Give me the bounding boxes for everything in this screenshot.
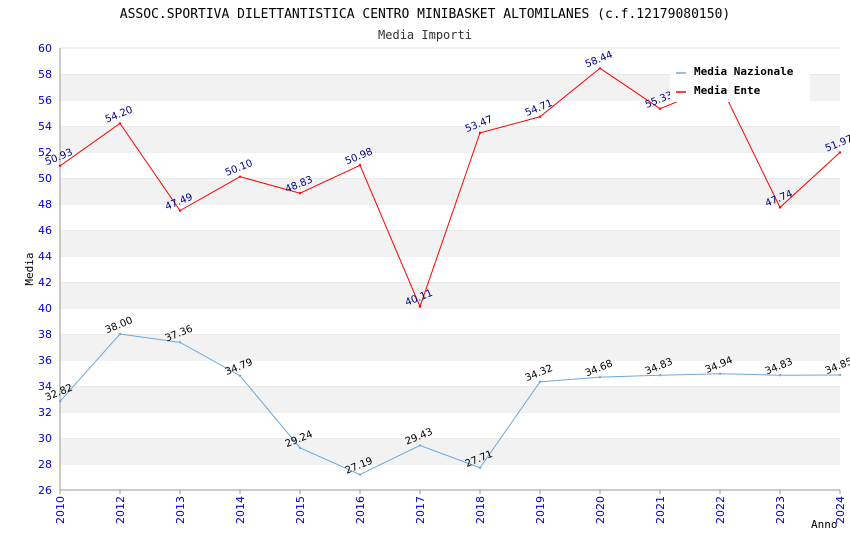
y-tick-label: 50 <box>38 172 52 185</box>
x-tick-label: 2012 <box>114 496 127 524</box>
x-tick-label: 2015 <box>294 496 307 524</box>
x-axis-label: Anno <box>811 518 838 531</box>
data-point <box>298 192 302 195</box>
x-tick-label: 2013 <box>174 496 187 524</box>
data-point <box>478 131 482 135</box>
y-tick-label: 52 <box>38 146 52 159</box>
data-point <box>538 115 542 118</box>
y-tick-label: 26 <box>38 484 52 497</box>
y-tick-label: 48 <box>38 198 52 211</box>
y-tick-label: 32 <box>38 406 52 419</box>
data-point <box>238 175 242 178</box>
y-tick-label: 42 <box>38 276 52 289</box>
grid-band <box>60 412 840 438</box>
legend: Media Nazionale Media Ente <box>670 60 810 102</box>
y-tick-label: 36 <box>38 354 52 367</box>
y-tick-label: 58 <box>38 68 52 81</box>
y-tick-label: 56 <box>38 94 52 107</box>
grid-band <box>60 230 840 256</box>
data-point <box>778 374 782 377</box>
grid-band <box>60 126 840 152</box>
data-point <box>178 341 182 344</box>
grid-band <box>60 438 840 464</box>
grid-band <box>60 178 840 204</box>
data-point <box>598 375 602 379</box>
x-tick-label: 2021 <box>654 496 667 524</box>
legend-label-ente: Media Ente <box>694 84 761 97</box>
data-point <box>658 107 662 110</box>
data-point <box>838 373 842 377</box>
data-point <box>418 444 422 447</box>
grid-bands <box>60 47 840 490</box>
x-tick-label: 2014 <box>234 496 247 524</box>
legend-box <box>670 60 810 102</box>
y-tick-label: 28 <box>38 458 52 471</box>
series-line-nazionale <box>59 333 841 476</box>
grid-band <box>60 256 840 282</box>
x-tick-label: 2017 <box>414 496 427 524</box>
y-tick-label: 34 <box>38 380 52 393</box>
data-point <box>58 400 62 403</box>
data-point <box>838 151 842 154</box>
grid-band <box>60 152 840 178</box>
y-tick-label: 60 <box>38 42 52 55</box>
data-point <box>418 305 422 308</box>
x-tick-label: 2022 <box>714 496 727 524</box>
data-point <box>118 122 122 125</box>
y-tick-label: 54 <box>38 120 52 133</box>
grid-band <box>60 100 840 126</box>
y-tick-label: 46 <box>38 224 52 237</box>
legend-label-nazionale: Media Nazionale <box>694 65 794 78</box>
grid-band <box>60 334 840 360</box>
grid-band <box>60 360 840 386</box>
x-axis-ticks: 2010 2012 2013 2014 2015 2016 2017 2018 2019 2020… <box>54 490 847 524</box>
y-tick-label: 30 <box>38 432 52 445</box>
data-point <box>778 206 782 209</box>
y-tick-label: 44 <box>38 250 52 263</box>
data-point <box>598 67 602 70</box>
x-tick-label: 2023 <box>774 496 787 524</box>
x-tick-label: 2010 <box>54 496 67 524</box>
data-point <box>178 209 182 212</box>
x-tick-label: 2024 <box>834 496 847 524</box>
grid-band <box>60 308 840 334</box>
y-tick-label: 40 <box>38 302 52 315</box>
data-point <box>298 446 302 450</box>
data-point <box>238 374 242 377</box>
data-point <box>478 466 482 469</box>
data-point <box>58 164 62 168</box>
data-point <box>358 164 362 167</box>
y-tick-label: 38 <box>38 328 52 341</box>
grid-band <box>60 282 840 308</box>
grid-band <box>60 464 840 490</box>
chart-title: ASSOC.SPORTIVA DILETTANTISTICA CENTRO MI… <box>120 7 730 22</box>
x-tick-label: 2020 <box>594 496 607 524</box>
y-axis-label: Media <box>23 252 36 285</box>
data-point <box>358 473 362 476</box>
grid-band <box>60 386 840 412</box>
x-tick-label: 2019 <box>534 496 547 524</box>
x-tick-label: 2018 <box>474 496 487 524</box>
grid-band <box>60 204 840 230</box>
data-point <box>538 380 542 384</box>
x-tick-label: 2016 <box>354 496 367 524</box>
data-point <box>718 372 722 375</box>
data-point <box>658 374 662 377</box>
y-axis-ticks: 26 28 30 32 34 36 38 40 42 44 46 48 50 52 54 56 58 60 <box>38 42 52 497</box>
data-point <box>118 332 122 336</box>
chart-subtitle: Media Importi <box>378 28 472 42</box>
